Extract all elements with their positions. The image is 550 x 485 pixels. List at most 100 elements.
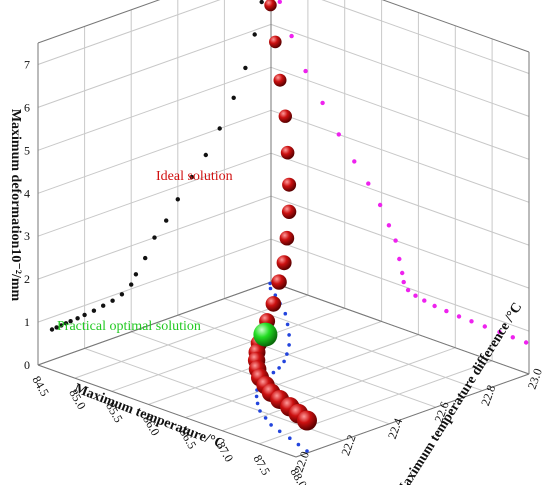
- projection-point-magenta: [336, 132, 341, 137]
- projection-point-black: [259, 0, 264, 5]
- ideal-solution-points: [247, 0, 317, 431]
- projection-point-black: [231, 95, 236, 101]
- frame-edge: [37, 0, 161, 44]
- grid-line: [270, 109, 530, 203]
- grid-line: [37, 23, 272, 108]
- projection-point-black: [75, 316, 80, 321]
- z-tick-label: 5: [24, 143, 30, 157]
- projection-point-magenta: [277, 0, 282, 4]
- projection-point-black: [203, 152, 208, 158]
- y-tick-label: 22.4: [385, 416, 405, 441]
- frame-edge: [295, 373, 530, 458]
- ideal-solution-point: [265, 296, 282, 312]
- chart-frame: [37, 0, 530, 458]
- projection-point-black: [110, 298, 115, 303]
- grid-line: [321, 0, 530, 74]
- projection-point-black: [217, 126, 222, 131]
- x-axis-title: Maximum temperature/°C: [72, 381, 226, 452]
- projection-point-magenta: [405, 287, 411, 293]
- z-tick-label: 7: [24, 58, 30, 72]
- frame-edge: [270, 281, 530, 375]
- projection-point-magenta: [366, 181, 371, 186]
- grid-line: [270, 238, 530, 332]
- ideal-solution-point: [273, 73, 287, 87]
- projection-point-magenta: [469, 319, 474, 324]
- ideal-solution-point: [297, 410, 317, 431]
- z-tick-label: 3: [24, 229, 30, 243]
- projection-point-magenta: [510, 335, 515, 340]
- projection-point-black: [54, 325, 59, 330]
- y-axis-title: Maximum temperature difference /°C: [393, 300, 526, 485]
- projection-point-black: [143, 255, 148, 261]
- grid-line: [258, 360, 493, 445]
- z-axis-title: Maximum deformation10⁻²/mm: [8, 109, 23, 302]
- projection-point-magenta: [393, 238, 398, 243]
- x-tick-label: 84.5: [29, 374, 52, 399]
- projection-point-black: [252, 32, 257, 37]
- projection-point-blue: [287, 333, 291, 337]
- ideal-solution-point: [278, 109, 292, 123]
- projection-point-black: [243, 65, 248, 71]
- projection-point-blue: [268, 281, 272, 286]
- projection-point-blue: [305, 449, 309, 453]
- projection-point-magenta: [377, 202, 383, 208]
- z-tick-label: 4: [24, 186, 30, 200]
- z-tick-label: 2: [24, 272, 30, 286]
- grid-line: [185, 334, 419, 419]
- projection-point-blue: [287, 343, 291, 347]
- projection-point-black: [152, 235, 157, 240]
- grid-line: [270, 152, 530, 246]
- grid-line: [148, 320, 382, 405]
- projection-point-black: [133, 272, 139, 277]
- ideal-solution-point: [276, 255, 292, 271]
- projection-point-black: [175, 197, 180, 202]
- projection-point-blue: [268, 286, 273, 291]
- projection-point-blue: [254, 394, 259, 399]
- projection-point-magenta: [289, 33, 294, 39]
- practical-optimal-point: [253, 322, 278, 347]
- projection-point-blue: [271, 370, 276, 375]
- projection-point-blue: [296, 442, 301, 447]
- projection-point-magenta: [303, 68, 308, 74]
- chart-grid: [37, 0, 530, 458]
- projection-point-magenta: [401, 279, 406, 285]
- frame-edge: [37, 281, 272, 366]
- grid-line: [222, 347, 456, 432]
- projection-point-black: [189, 174, 194, 180]
- frame-edge: [381, 0, 530, 53]
- projection-point-blue: [288, 436, 292, 441]
- projection-point-blue: [283, 311, 288, 316]
- projection-point-magenta: [352, 159, 357, 164]
- y-tick-label: 22.6: [431, 400, 451, 425]
- grid-line: [37, 0, 221, 65]
- projection-point-blue: [273, 293, 278, 298]
- projection-point-black: [129, 282, 134, 287]
- ideal-solution-point: [269, 35, 282, 49]
- projection-point-magenta: [386, 223, 392, 228]
- projection-point-blue: [277, 429, 282, 434]
- y-tick-label: 23.0: [525, 367, 545, 392]
- ideal-solution-point: [271, 274, 287, 290]
- projection-point-black: [49, 327, 55, 332]
- projection-point-black: [164, 218, 169, 223]
- projection-point-blue: [263, 416, 268, 420]
- y-tick-label: 22.2: [338, 433, 358, 458]
- z-tick-label: 1: [24, 315, 30, 329]
- grid-line: [111, 307, 345, 392]
- grid-line: [270, 23, 530, 117]
- projection-point-black: [63, 321, 69, 326]
- projection-point-magenta: [397, 256, 402, 262]
- projection-point-magenta: [456, 314, 462, 319]
- x-tick-label: 87.5: [251, 452, 274, 477]
- projection-point-black: [68, 319, 73, 324]
- grid-line: [37, 238, 272, 323]
- grid-line: [270, 195, 530, 289]
- projection-point-blue: [285, 322, 290, 327]
- projection-point-magenta: [320, 100, 325, 106]
- projection-point-black: [119, 292, 125, 297]
- grid-line: [270, 66, 530, 160]
- ideal-solution-point: [282, 177, 297, 192]
- projection-point-magenta: [482, 324, 487, 329]
- grid-line: [37, 109, 272, 194]
